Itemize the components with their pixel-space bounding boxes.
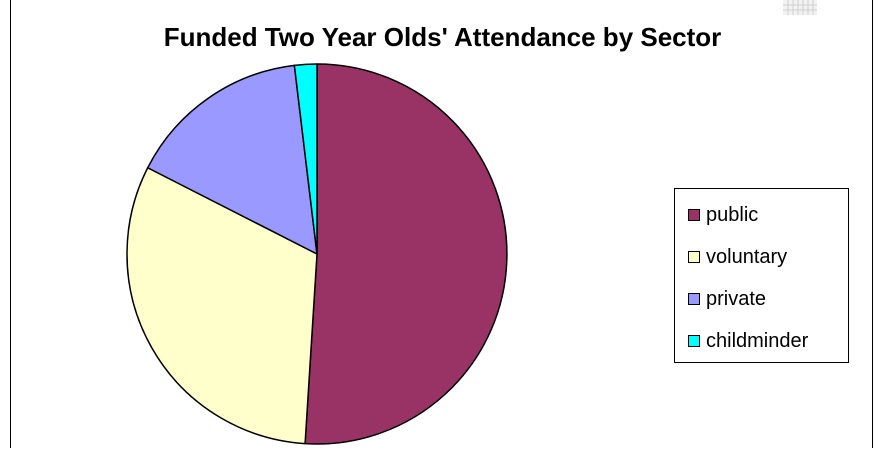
legend-swatch-public [688, 209, 700, 221]
legend: public voluntary private childminder [674, 188, 849, 363]
legend-swatch-voluntary [688, 251, 700, 263]
legend-item-private: private [688, 288, 766, 310]
pie-slice-public [304, 63, 508, 445]
legend-label-public: public [706, 203, 759, 226]
legend-label-childminder: childminder [706, 329, 809, 352]
legend-item-voluntary: voluntary [688, 246, 787, 268]
legend-swatch-private [688, 293, 700, 305]
legend-label-voluntary: voluntary [706, 245, 788, 268]
pie-chart [126, 63, 508, 445]
legend-item-public: public [688, 204, 758, 226]
pie-slice-voluntary [126, 166, 318, 445]
chart-title: Funded Two Year Olds' Attendance by Sect… [163, 22, 722, 52]
pie-slice-childminder [293, 63, 318, 255]
chart-area: Funded Two Year Olds' Attendance by Sect… [10, 0, 873, 448]
decorative-grid-icon [783, 0, 817, 15]
legend-item-childminder: childminder [688, 330, 808, 352]
legend-swatch-childminder [688, 335, 700, 347]
pie-slice-private [146, 64, 318, 255]
legend-label-private: private [706, 287, 767, 310]
